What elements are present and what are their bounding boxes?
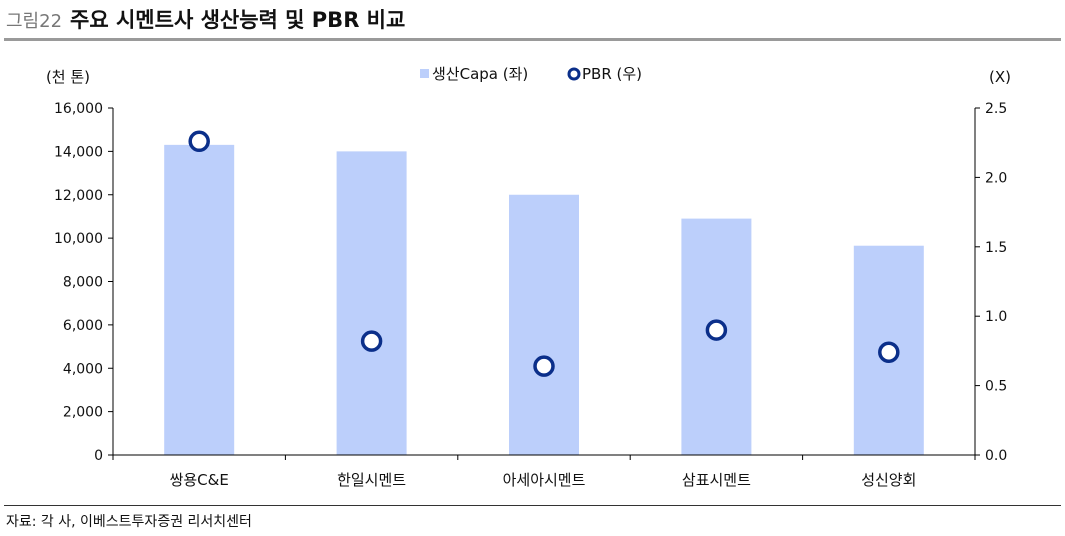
chart-title: 주요 시멘트사 생산능력 및 PBR 비교	[70, 8, 406, 32]
pbr-series	[188, 130, 900, 377]
bar-series	[164, 144, 924, 455]
y-left-tick-label: 14,000	[54, 144, 103, 160]
y-axis-right-label: (X)	[989, 68, 1011, 86]
y-right-tick-label: 0.5	[985, 379, 1007, 395]
y-left-tick-label: 8,000	[63, 275, 103, 291]
y-left-tick-label: 6,000	[63, 318, 103, 334]
x-category-label: 아세아시멘트	[503, 471, 586, 489]
capa-bar	[336, 151, 407, 455]
pbr-marker	[533, 355, 555, 377]
y-left-tick-label: 4,000	[63, 361, 103, 377]
source-rule	[4, 505, 1061, 506]
y-left-tick-label: 10,000	[54, 231, 103, 247]
figure-label: 그림22	[6, 11, 63, 32]
capa-bar	[164, 144, 235, 455]
pbr-marker	[188, 130, 210, 153]
chart-header: 그림22 주요 시멘트사 생산능력 및 PBR 비교	[6, 4, 405, 36]
pbr-marker	[360, 330, 383, 352]
y-left-tick-label: 12,000	[54, 188, 103, 204]
y-axis-left-label: (천 톤)	[46, 68, 90, 86]
source-note: 자료: 각 사, 이베스트투자증권 리서치센터	[6, 514, 252, 530]
legend-bar-swatch	[420, 69, 429, 78]
x-category-label: 삼표시멘트	[682, 471, 751, 489]
y-right-tick-label: 2.5	[985, 101, 1007, 117]
y-right-tick-label: 1.5	[985, 240, 1007, 256]
y-left-tick-label: 16,000	[54, 101, 103, 117]
y-right-tick-label: 1.0	[985, 309, 1007, 325]
y-left-tick-label: 2,000	[63, 405, 103, 421]
x-category-label: 성신양회	[861, 471, 916, 489]
legend-marker-label: PBR (우)	[582, 65, 642, 83]
x-category-label: 쌍용C&E	[170, 471, 229, 489]
pbr-marker	[878, 341, 900, 364]
title-rule	[4, 38, 1061, 41]
axes	[108, 107, 980, 460]
legend: 생산Capa (좌) PBR (우)	[420, 65, 642, 83]
y-right-tick-label: 0.0	[985, 448, 1007, 464]
capa-bar	[509, 194, 579, 455]
x-category-label: 한일시멘트	[337, 471, 406, 489]
y-left-tick-label: 0	[94, 448, 103, 464]
combo-chart: (천 톤) (X) 생산Capa (좌) PBR (우) 0 2,000 4,000…	[46, 65, 1011, 489]
tick-labels: 0 2,000 4,000 6,000 8,000 10,000 12,000 14,000 1…	[54, 101, 1007, 489]
legend-marker-swatch	[567, 67, 581, 81]
pbr-marker	[705, 319, 728, 341]
y-right-tick-label: 2.0	[985, 170, 1007, 186]
legend-bar-label: 생산Capa (좌)	[432, 65, 528, 83]
